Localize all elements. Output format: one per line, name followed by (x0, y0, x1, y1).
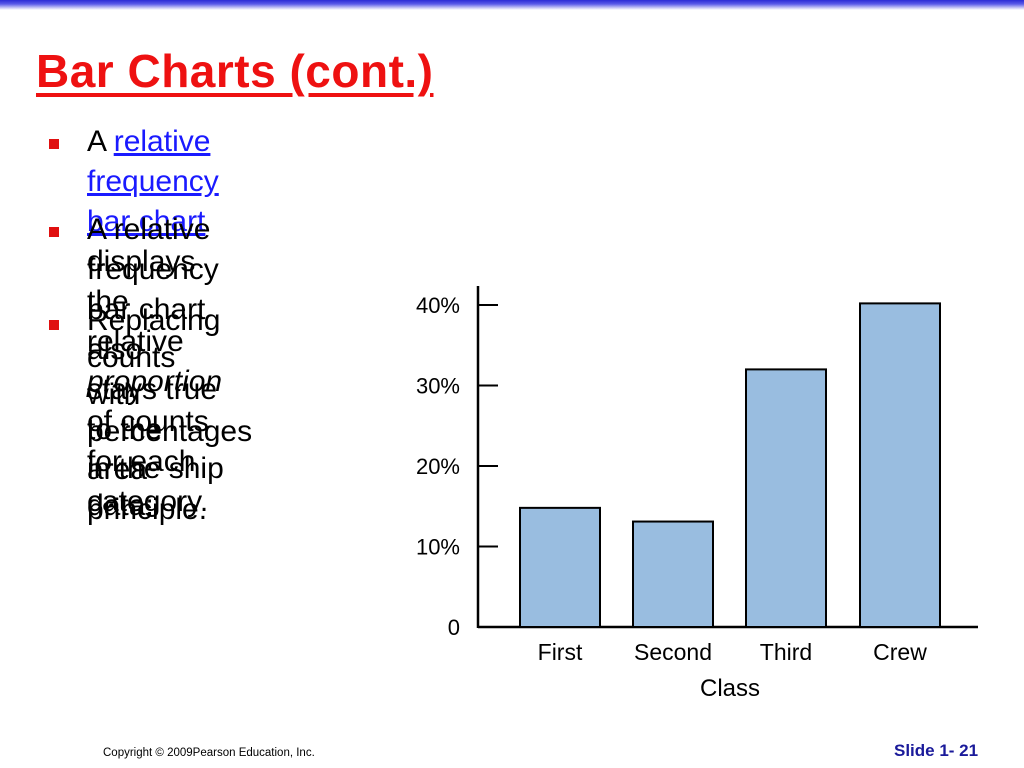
bullet-marker (49, 320, 59, 330)
y-tick-label: 30% (416, 374, 460, 399)
bullet-1-italic: proportion (87, 365, 223, 398)
bullet-3: Replacing counts with percentages in the… (87, 302, 252, 524)
footer-copyright: Copyright © 2009Pearson Education, Inc. (103, 747, 315, 759)
bullet-marker (49, 139, 59, 149)
y-tick-label: 0 (448, 615, 460, 640)
bullet-2: A relative frequency bar chart also stay… (87, 210, 219, 530)
bar-second (632, 520, 714, 628)
x-tick-label: Second (634, 639, 712, 665)
top-gradient-bar (0, 0, 1024, 10)
y-ticks: 0 10% 20% 30% 40% (416, 293, 498, 640)
relative-frequency-link[interactable]: relative frequency bar chart (87, 125, 219, 238)
bullet-2-line2: principle. (87, 493, 208, 526)
bullet-3-line2: with percentages (87, 378, 253, 448)
bullet-1: A relative frequency bar chart displays … (87, 122, 222, 522)
bullet-1-line2: of counts for each category. (87, 405, 209, 518)
bullet-3-line3: in the ship data: (87, 452, 224, 522)
bar-crew (859, 302, 941, 628)
x-tick-label: Third (760, 639, 812, 665)
bar-chart: 0 10% 20% 30% 40% First Second Third Crew Class (416, 286, 978, 702)
x-tick-label: First (538, 639, 583, 665)
slide-number: Slide 1- 21 (894, 741, 979, 760)
bullet-marker (49, 227, 59, 237)
x-tick-labels: First Second Third Crew (538, 639, 928, 665)
slide-title: Bar Charts (cont.) (36, 45, 434, 97)
bars (519, 302, 941, 629)
x-axis-label: Class (700, 675, 760, 702)
bar-first (519, 506, 601, 628)
bullet-3-line1: Replacing counts (87, 304, 221, 374)
bullet-2-line1: A relative frequency bar chart also stay… (87, 213, 219, 486)
bar-third (745, 368, 827, 629)
y-tick-label: 20% (416, 454, 460, 479)
y-tick-label: 40% (416, 293, 460, 318)
bullet-1-post: displays the relative (87, 245, 196, 358)
bullet-1-pre: A (87, 125, 114, 158)
y-tick-label: 10% (416, 535, 460, 560)
x-tick-label: Crew (873, 639, 927, 665)
